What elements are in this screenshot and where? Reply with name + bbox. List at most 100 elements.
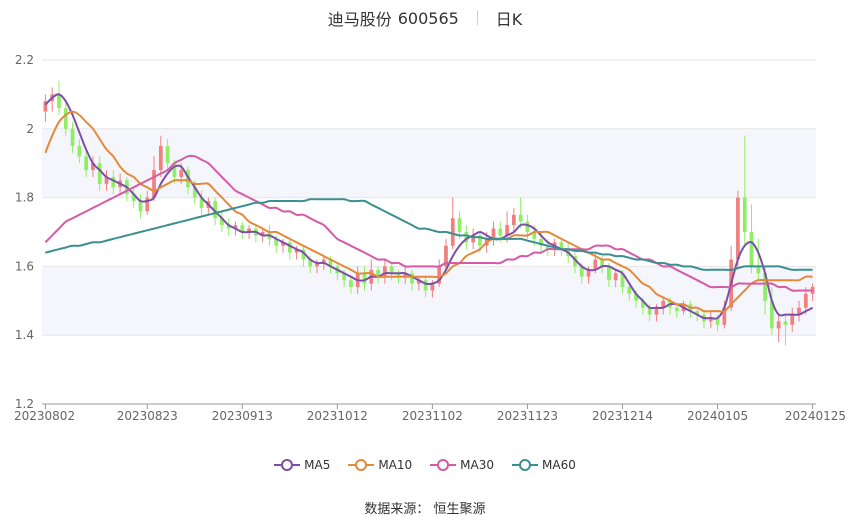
grid-band — [42, 266, 816, 336]
candle-body — [308, 259, 313, 267]
candle — [84, 149, 88, 177]
y-tick-label: 1.2 — [15, 397, 34, 411]
legend: MA5 MA10 MA30 MA60 — [0, 458, 850, 472]
legend-swatch-icon — [348, 459, 375, 471]
candle — [457, 211, 462, 239]
y-tick-label: 2.2 — [15, 53, 34, 67]
candle — [810, 283, 815, 301]
candle — [301, 245, 306, 267]
candle-body — [240, 225, 245, 232]
candle-body — [321, 259, 326, 263]
candle-body — [464, 232, 469, 243]
candle-body — [783, 321, 788, 325]
legend-item-ma60[interactable]: MA60 — [512, 458, 576, 472]
candle-body — [437, 266, 442, 284]
x-tick-label: 20231123 — [497, 409, 558, 423]
candle-body — [715, 318, 720, 325]
candle-body — [457, 218, 462, 232]
candle-body — [43, 101, 48, 112]
legend-swatch-icon — [512, 459, 539, 471]
candle — [770, 287, 774, 336]
ma-line-ma10 — [44, 110, 813, 313]
candle — [559, 238, 564, 257]
candle-body — [233, 225, 238, 229]
x-tick-label: 20240125 — [785, 409, 846, 423]
candle-body — [165, 146, 170, 164]
candle-body — [260, 232, 265, 236]
candle-body — [593, 259, 598, 270]
candle-body — [376, 269, 380, 277]
candle-body — [539, 238, 543, 246]
candle — [423, 276, 428, 298]
candle — [403, 266, 408, 284]
legend-item-ma5[interactable]: MA5 — [274, 458, 330, 472]
x-tick-label: 20240105 — [687, 409, 748, 423]
y-tick-label: 1.6 — [15, 259, 34, 273]
candle — [254, 225, 258, 243]
candle-body — [790, 314, 795, 325]
legend-label: MA30 — [460, 458, 495, 472]
candle-body — [220, 218, 224, 226]
candle-body — [111, 176, 116, 188]
candle — [742, 135, 747, 246]
candle-body — [403, 273, 408, 277]
candle — [491, 221, 496, 246]
candle-body — [294, 249, 299, 253]
x-tick-label: 20231102 — [402, 409, 463, 423]
ma-line-ma5 — [44, 93, 814, 320]
candle-body — [77, 146, 82, 157]
legend-item-ma10[interactable]: MA10 — [348, 458, 412, 472]
candle — [512, 207, 516, 232]
candle-body — [674, 307, 679, 312]
candle — [226, 218, 231, 236]
candle — [145, 190, 150, 215]
candle-body — [810, 287, 815, 294]
candle-body — [471, 235, 475, 243]
candle-body — [532, 232, 537, 239]
y-tick-label: 1.8 — [15, 191, 34, 205]
legend-item-ma30[interactable]: MA30 — [430, 458, 494, 472]
candlestick-chart: 1.2 1.4 1.6 1.8 2 2.2 20230802 20230823 2023091… — [14, 53, 846, 423]
candle-body — [797, 307, 801, 315]
candle — [70, 121, 75, 153]
candle-body — [586, 269, 591, 277]
candle-body — [661, 300, 666, 308]
grid-lines — [42, 59, 816, 405]
candle-body — [579, 266, 584, 277]
x-tick-label: 20230802 — [14, 409, 75, 423]
candle-body — [70, 128, 75, 146]
y-axis: 1.2 1.4 1.6 1.8 2 2.2 — [15, 53, 34, 411]
candle — [294, 245, 299, 260]
candle — [152, 156, 156, 202]
candle-body — [695, 311, 700, 315]
legend-label: MA10 — [378, 458, 413, 472]
candle — [505, 211, 509, 243]
candle-body — [742, 197, 747, 232]
grid-band — [42, 128, 816, 198]
candle — [63, 101, 68, 136]
candle — [518, 197, 523, 229]
candle — [790, 307, 795, 332]
x-tick-label: 20231012 — [307, 409, 368, 423]
candle-body — [287, 242, 292, 253]
candle-body — [247, 228, 251, 232]
candle — [315, 259, 319, 274]
candle-body — [518, 214, 523, 222]
candle-body — [281, 242, 285, 246]
candle — [43, 94, 48, 122]
candle-body — [430, 283, 435, 291]
candle-body — [315, 262, 319, 267]
candle-body — [545, 245, 550, 250]
x-tick-label: 20230913 — [212, 409, 273, 423]
candle — [708, 311, 713, 329]
candle — [437, 259, 442, 288]
candle-body — [654, 307, 659, 315]
candle-body — [770, 300, 774, 329]
candle-body — [349, 280, 353, 288]
legend-swatch-icon — [430, 459, 457, 471]
legend-label: MA5 — [304, 458, 331, 472]
candle-body — [145, 197, 150, 212]
candle-body — [600, 259, 604, 267]
candle — [165, 139, 170, 171]
candle — [77, 139, 82, 164]
